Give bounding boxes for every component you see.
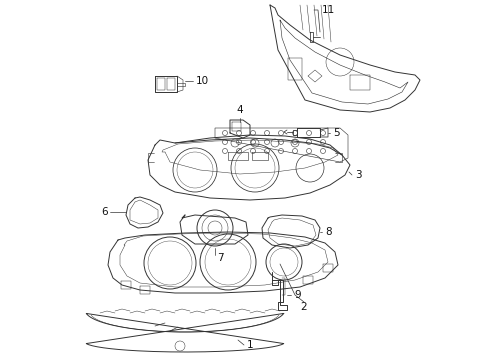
Text: 11: 11 (322, 5, 335, 15)
Text: 8: 8 (325, 227, 332, 237)
Text: 2: 2 (301, 302, 307, 312)
Text: 10: 10 (196, 76, 209, 86)
Text: 7: 7 (217, 253, 223, 263)
Text: 6: 6 (101, 207, 108, 217)
Text: 1: 1 (247, 340, 254, 350)
Text: 5: 5 (333, 128, 340, 138)
Text: 3: 3 (355, 170, 362, 180)
Text: 4: 4 (237, 105, 244, 115)
Text: 9: 9 (294, 290, 301, 300)
